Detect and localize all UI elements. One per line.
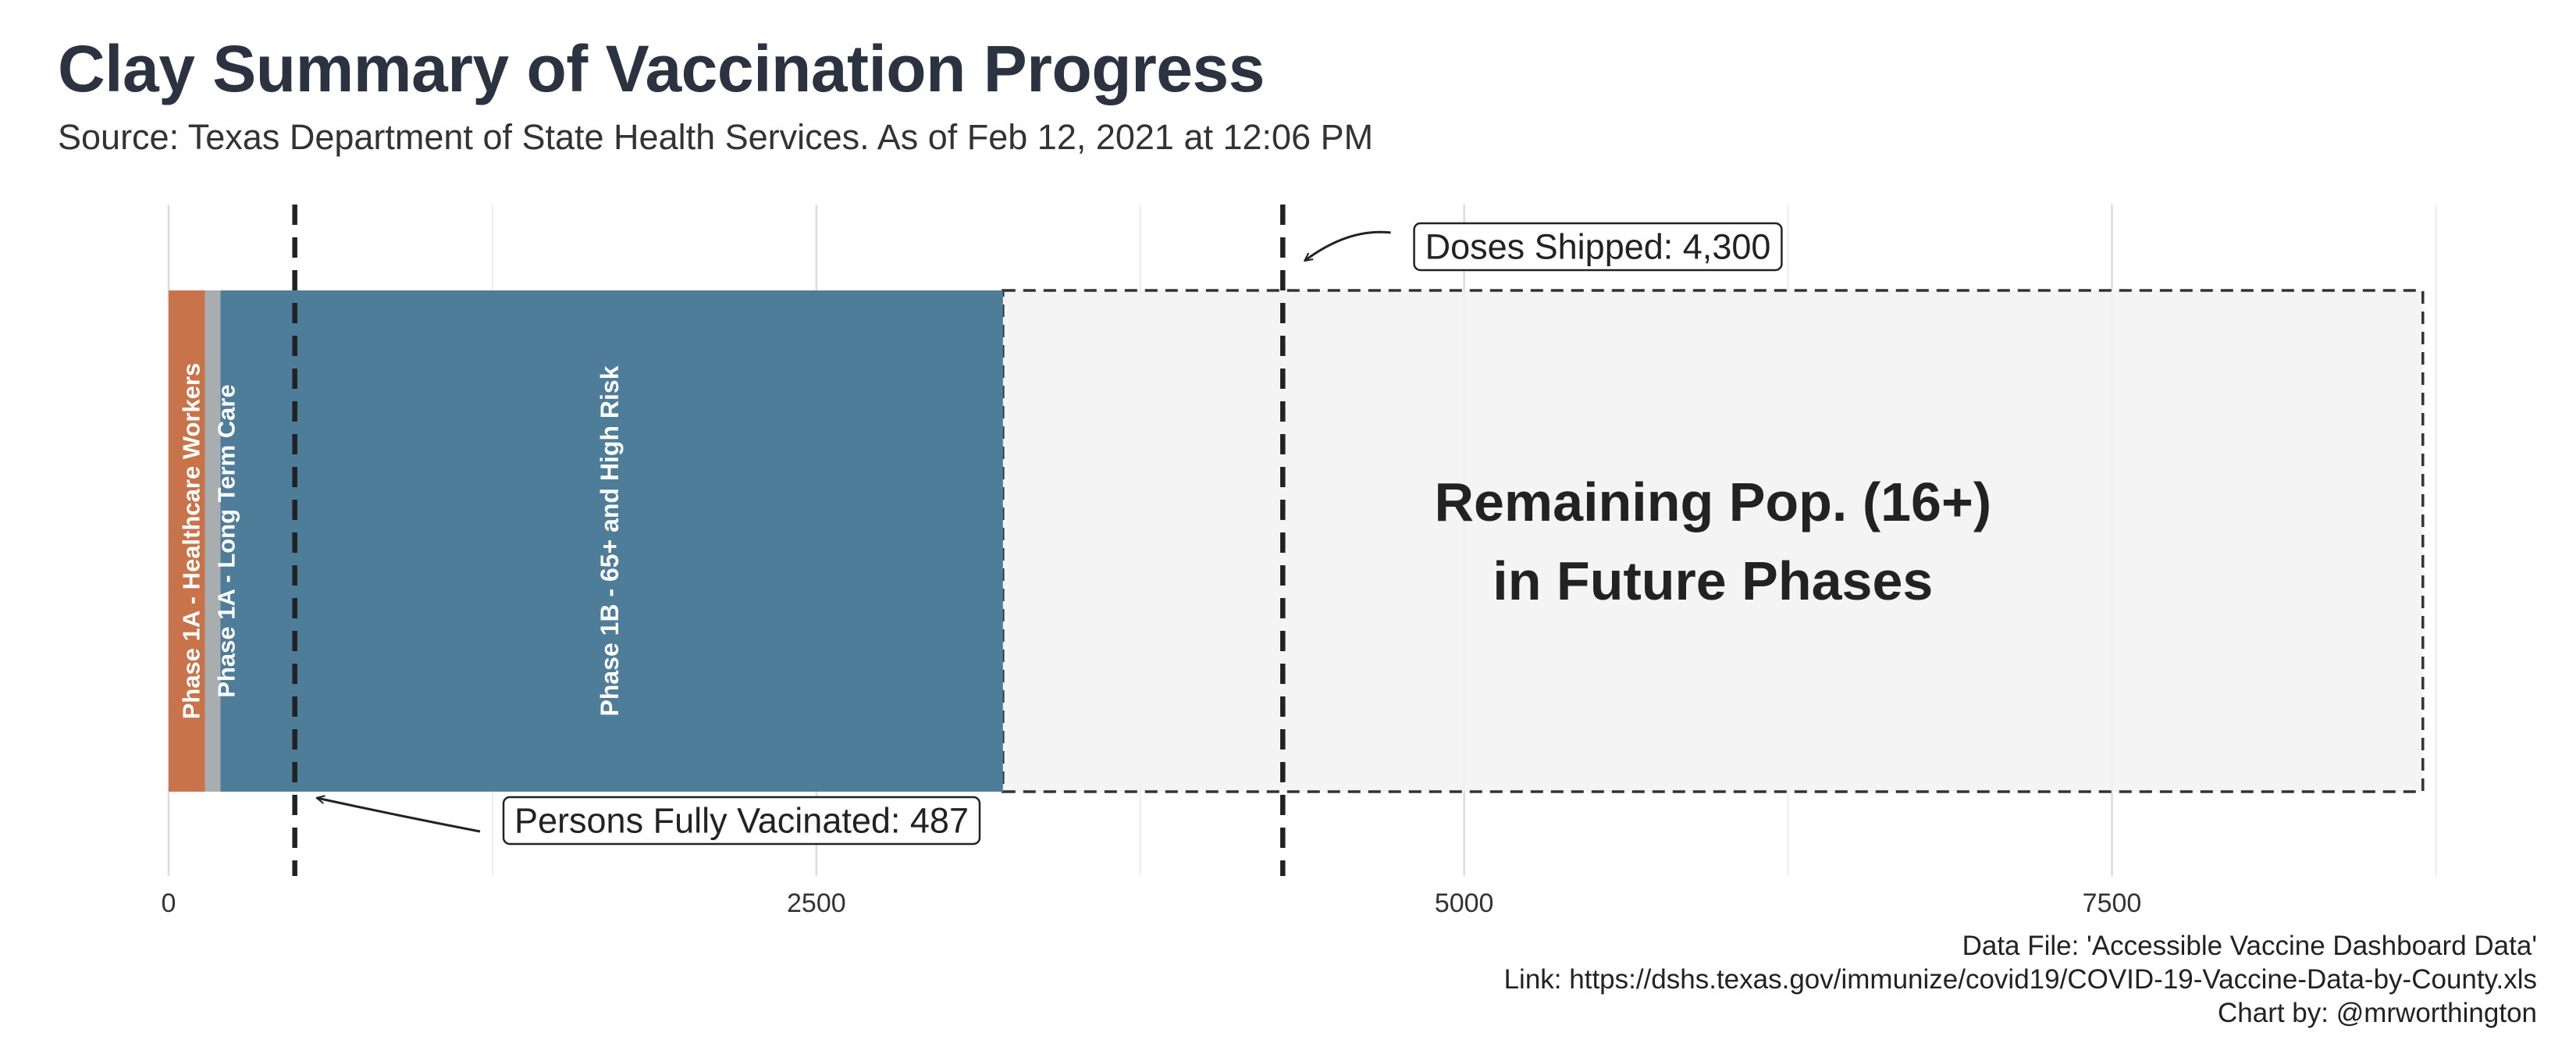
- x-tick-label: 5000: [1435, 888, 1494, 918]
- bar-segment-1: [169, 290, 205, 792]
- caption-link: Link: https://dshs.texas.gov/immunize/co…: [1503, 964, 2537, 995]
- chart-title: Clay Summary of Vaccination Progress: [58, 32, 1265, 105]
- caption-credit: Chart by: @mrworthington: [2217, 998, 2537, 1028]
- remaining-population-box: [1002, 289, 2425, 793]
- reference-label-2: Doses Shipped: 4,300: [1425, 227, 1771, 267]
- remaining-label-line1: Remaining Pop. (16+): [1434, 472, 1991, 532]
- segment-label-3: Phase 1B - 65+ and High Risk: [596, 365, 624, 716]
- reference-label-1: Persons Fully Vacinated: 487: [514, 801, 969, 841]
- x-tick-label: 0: [162, 888, 176, 918]
- remaining-label-line2: in Future Phases: [1493, 550, 1933, 611]
- x-tick-label: 2500: [787, 888, 846, 918]
- bar-segment-2: [205, 290, 221, 792]
- caption-data-file: Data File: 'Accessible Vaccine Dashboard…: [1962, 931, 2537, 961]
- reference-arrow-2: [1304, 230, 1391, 261]
- reference-label-box-2: [1413, 222, 1783, 272]
- x-tick-label: 7500: [2083, 888, 2142, 918]
- reference-label-box-1: [502, 796, 981, 846]
- segment-label-1: Phase 1A - Healthcare Workers: [177, 363, 205, 720]
- chart-subtitle: Source: Texas Department of State Health…: [58, 117, 1374, 157]
- bar-segment-3: [220, 290, 1003, 792]
- segment-label-2: Phase 1A - Long Term Care: [213, 384, 240, 697]
- chart-caption: Data File: 'Accessible Vaccine Dashboard…: [1504, 929, 2537, 1030]
- reference-arrow-1: [317, 798, 481, 833]
